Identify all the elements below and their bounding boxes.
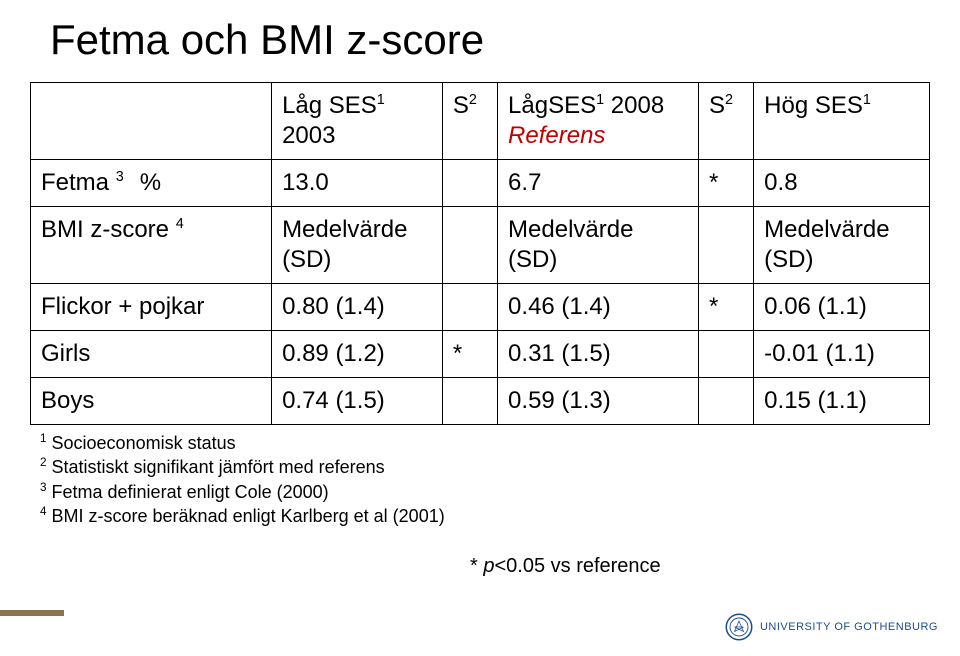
page-title: Fetma och BMI z-score [50, 16, 930, 64]
header-col2-line2: 2003 [282, 122, 335, 149]
row4-c2: 0.74 (1.5) [272, 378, 443, 425]
title-text: Fetma och BMI z-score [50, 16, 484, 63]
row4-c6: 0.15 (1.1) [754, 378, 930, 425]
row2-c6: 0.06 (1.1) [754, 284, 930, 331]
header-col2: Låg SES1 2003 [272, 83, 443, 160]
footnote-text: BMI z-score beräknad enligt Karlberg et … [47, 506, 445, 526]
row3-c3: * [442, 331, 497, 378]
row1-c6: Medelvärde (SD) [754, 207, 930, 284]
header-col4-cont: 2008 [604, 92, 664, 119]
row0-c3 [442, 160, 497, 207]
header-col3-main: S [453, 92, 469, 119]
row3-c4: 0.31 (1.5) [498, 331, 699, 378]
p-value-note: * p<0.05 vs reference [470, 555, 661, 578]
header-col6: Hög SES1 [754, 83, 930, 160]
header-col1 [31, 83, 272, 160]
table-header-row: Låg SES1 2003 S2 LågSES1 2008 Referens S… [31, 83, 930, 160]
row3-c2: 0.89 (1.2) [272, 331, 443, 378]
row4-c5 [698, 378, 753, 425]
header-col6-sup: 1 [863, 92, 871, 108]
row0-c4: 6.7 [498, 160, 699, 207]
footnote-text: Fetma definierat enligt Cole (2000) [47, 482, 329, 502]
row0-label: Fetma 3% [31, 160, 272, 207]
footnote-3: 3 Fetma definierat enligt Cole (2000) [40, 480, 930, 504]
data-table: Låg SES1 2003 S2 LågSES1 2008 Referens S… [30, 82, 930, 425]
row1-label: BMI z-score 4 [31, 207, 272, 284]
row2-c3 [442, 284, 497, 331]
header-col3-sup: 2 [469, 92, 477, 108]
pvalue-p: p [483, 555, 494, 577]
row1-c4: Medelvärde (SD) [498, 207, 699, 284]
header-col3: S2 [442, 83, 497, 160]
pvalue-prefix: * [470, 555, 483, 577]
accent-bar [0, 610, 64, 616]
row4-c3 [442, 378, 497, 425]
university-logo: UNIVERSITY OF GOTHENBURG [724, 612, 938, 642]
footnote-text: Socioeconomisk status [47, 433, 236, 453]
header-col5-sup: 2 [725, 92, 733, 108]
row0-c6: 0.8 [754, 160, 930, 207]
row0-c5: * [698, 160, 753, 207]
footnote-1: 1 Socioeconomisk status [40, 431, 930, 455]
table-row: Boys 0.74 (1.5) 0.59 (1.3) 0.15 (1.1) [31, 378, 930, 425]
row2-c2: 0.80 (1.4) [272, 284, 443, 331]
row4-label: Boys [31, 378, 272, 425]
row4-c4: 0.59 (1.3) [498, 378, 699, 425]
table-row: Fetma 3% 13.0 6.7 * 0.8 [31, 160, 930, 207]
row-label-pct: % [124, 169, 161, 196]
row1-c5 [698, 207, 753, 284]
header-col4-sup: 1 [596, 92, 604, 108]
header-col4-main: LågSES [508, 92, 596, 119]
row3-label: Girls [31, 331, 272, 378]
row2-c5: * [698, 284, 753, 331]
row2-label: Flickor + pojkar [31, 284, 272, 331]
row-label-text: BMI z-score [41, 216, 176, 243]
header-col2-main: Låg SES [282, 92, 377, 119]
row3-c6: -0.01 (1.1) [754, 331, 930, 378]
row-label-text: Fetma [41, 169, 116, 196]
header-col5: S2 [698, 83, 753, 160]
header-col5-main: S [709, 92, 725, 119]
table-row: BMI z-score 4 Medelvärde (SD) Medelvärde… [31, 207, 930, 284]
row-label-sup: 4 [176, 216, 184, 232]
footnotes: 1 Socioeconomisk status 2 Statistiskt si… [30, 431, 930, 528]
footnote-2: 2 Statistiskt signifikant jämfört med re… [40, 455, 930, 479]
footnote-4: 4 BMI z-score beräknad enligt Karlberg e… [40, 504, 930, 528]
pvalue-rest: <0.05 vs reference [494, 555, 660, 577]
header-col6-main: Hög SES [764, 92, 863, 119]
row0-c2: 13.0 [272, 160, 443, 207]
header-col4: LågSES1 2008 Referens [498, 83, 699, 160]
row2-c4: 0.46 (1.4) [498, 284, 699, 331]
row-label-sup: 3 [116, 169, 124, 185]
row1-c2: Medelvärde (SD) [272, 207, 443, 284]
table-row: Girls 0.89 (1.2) * 0.31 (1.5) -0.01 (1.1… [31, 331, 930, 378]
seal-icon [724, 612, 754, 642]
logo-text: UNIVERSITY OF GOTHENBURG [760, 621, 938, 633]
footnote-text: Statistiskt signifikant jämfört med refe… [47, 457, 385, 477]
row1-c3 [442, 207, 497, 284]
table-row: Flickor + pojkar 0.80 (1.4) 0.46 (1.4) *… [31, 284, 930, 331]
header-col2-sup: 1 [377, 92, 385, 108]
header-col4-line2: Referens [508, 122, 605, 149]
row3-c5 [698, 331, 753, 378]
